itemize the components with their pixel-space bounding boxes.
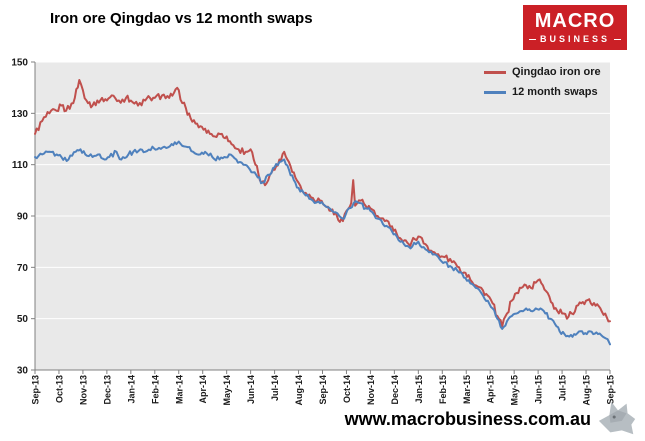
logo-text-business-row: BUSINESS: [528, 34, 621, 44]
svg-text:Apr-15: Apr-15: [486, 375, 496, 404]
svg-text:Jun-14: Jun-14: [246, 375, 256, 404]
svg-text:Jan-15: Jan-15: [414, 375, 424, 404]
series-line-12-month-swaps: [34, 140, 611, 346]
legend-label: 12 month swaps: [512, 86, 598, 98]
legend: Qingdao iron ore 12 month swaps: [484, 66, 601, 98]
svg-text:May-14: May-14: [222, 375, 232, 406]
legend-swatch: [484, 90, 506, 94]
svg-text:Aug-14: Aug-14: [294, 375, 304, 406]
svg-text:Aug-15: Aug-15: [582, 375, 592, 406]
svg-text:Jan-14: Jan-14: [126, 375, 136, 404]
svg-text:Feb-15: Feb-15: [438, 375, 448, 404]
svg-text:Jul-14: Jul-14: [270, 375, 280, 401]
svg-text:Apr-14: Apr-14: [198, 375, 208, 404]
svg-text:70: 70: [17, 263, 29, 274]
svg-text:Oct-14: Oct-14: [342, 375, 352, 403]
svg-text:30: 30: [17, 366, 29, 377]
svg-text:Sep-15: Sep-15: [606, 375, 616, 405]
svg-text:130: 130: [11, 109, 28, 120]
logo-text-business: BUSINESS: [539, 34, 610, 44]
logo-dash-left: [528, 38, 536, 40]
svg-text:Mar-14: Mar-14: [174, 375, 184, 404]
svg-text:Nov-14: Nov-14: [366, 375, 376, 405]
wolf-logo-icon: [598, 401, 636, 435]
svg-text:Feb-14: Feb-14: [150, 375, 160, 404]
legend-label: Qingdao iron ore: [512, 66, 601, 78]
svg-text:110: 110: [12, 160, 29, 171]
macrobusiness-logo: MACRO BUSINESS: [523, 5, 627, 50]
logo-text-macro: MACRO: [534, 10, 616, 32]
x-axis-labels: Sep-13 Oct-13 Nov-13 Dec-13 Jan-14 Feb-14 Mar-…: [31, 375, 616, 406]
axes: [31, 61, 611, 374]
logo-dash-right: [614, 38, 621, 40]
svg-text:Dec-14: Dec-14: [390, 375, 400, 405]
website-url: www.macrobusiness.com.au: [344, 409, 591, 429]
legend-item-swaps: 12 month swaps: [484, 86, 601, 98]
svg-text:Jun-15: Jun-15: [534, 375, 544, 404]
gridlines: [35, 61, 610, 320]
svg-text:May-15: May-15: [510, 375, 520, 406]
svg-text:Oct-13: Oct-13: [54, 375, 64, 403]
svg-text:Jul-15: Jul-15: [558, 375, 568, 401]
legend-swatch: [484, 70, 506, 74]
legend-item-qingdao: Qingdao iron ore: [484, 66, 601, 78]
y-axis-labels: 30 50 70 90 110 130 150: [11, 58, 28, 377]
svg-text:Sep-13: Sep-13: [31, 375, 41, 405]
chart-title: Iron ore Qingdao vs 12 month swaps: [50, 10, 313, 27]
svg-text:Nov-13: Nov-13: [78, 375, 88, 405]
svg-text:Dec-13: Dec-13: [102, 375, 112, 405]
svg-text:50: 50: [17, 314, 29, 325]
svg-text:Mar-15: Mar-15: [462, 375, 472, 404]
svg-text:150: 150: [11, 58, 28, 69]
svg-text:Sep-14: Sep-14: [318, 375, 328, 405]
svg-text:90: 90: [17, 212, 29, 223]
